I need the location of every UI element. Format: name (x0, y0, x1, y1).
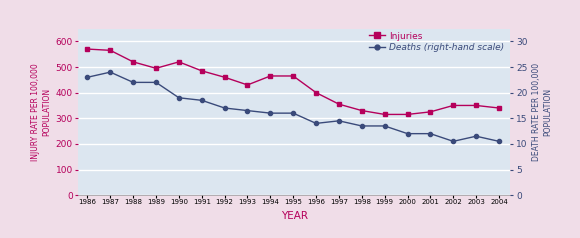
Injuries (221, 76, 228, 79)
Injuries (290, 74, 297, 77)
Injuries (313, 91, 320, 94)
Injuries (130, 60, 137, 63)
Y-axis label: DEATH RATE PER 100,000
POPULATION: DEATH RATE PER 100,000 POPULATION (532, 63, 552, 161)
Injuries (473, 104, 480, 107)
Y-axis label: INJURY RATE PER 100,000
POPULATION: INJURY RATE PER 100,000 POPULATION (31, 63, 51, 161)
Injuries (404, 113, 411, 116)
Injuries (175, 60, 182, 63)
Injuries (84, 48, 91, 50)
X-axis label: YEAR: YEAR (281, 211, 308, 221)
Injuries (198, 69, 205, 72)
Injuries (450, 104, 456, 107)
Injuries (107, 49, 114, 52)
Injuries (335, 103, 342, 106)
Injuries (267, 74, 274, 77)
Injuries (244, 84, 251, 86)
Injuries (495, 107, 502, 109)
Line: Injuries: Injuries (85, 47, 501, 117)
Injuries (381, 113, 388, 116)
Legend: Injuries, Deaths (right-hand scale): Injuries, Deaths (right-hand scale) (367, 30, 506, 54)
Injuries (153, 67, 160, 70)
Injuries (358, 109, 365, 112)
Injuries (427, 110, 434, 113)
